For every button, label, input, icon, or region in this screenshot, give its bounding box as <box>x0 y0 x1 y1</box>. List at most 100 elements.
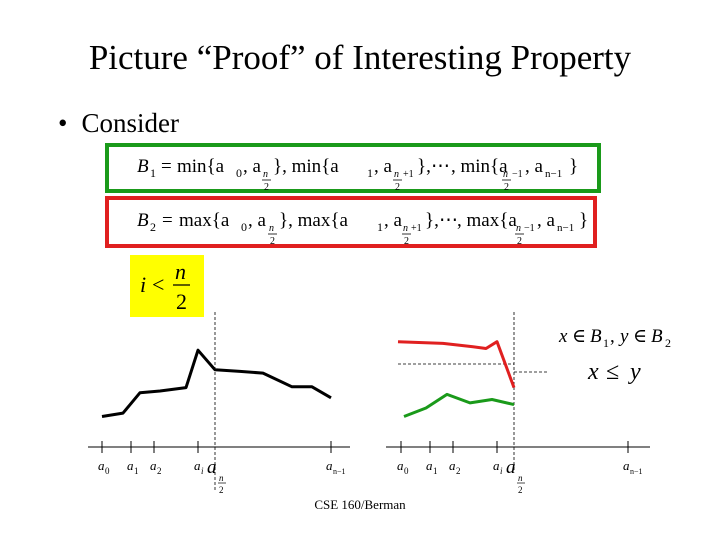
ineq-y: y <box>628 359 641 385</box>
rel-b1-sub: 1 <box>603 336 609 350</box>
b2-t5: }, max{a <box>279 210 348 231</box>
r-an1: a <box>623 458 630 473</box>
b1-t19: } <box>569 156 578 177</box>
cond-lhs: i <box>140 272 146 297</box>
b2-t10: +1 <box>411 223 422 234</box>
b2-t6: 1 <box>377 220 383 234</box>
rel-x: x <box>558 326 568 347</box>
b2-t3: n <box>269 223 274 234</box>
slide-title: Picture “Proof” of Interesting Property <box>88 38 632 77</box>
cond-den: 2 <box>176 289 187 314</box>
rel-b2-sub: 2 <box>665 336 671 350</box>
b1-lhs: B <box>137 156 149 177</box>
b2-t13: , max{a <box>457 210 517 231</box>
r-a1: a <box>426 458 433 473</box>
b2-lhs-sub: 2 <box>150 220 156 234</box>
rel-in-1: ∈ <box>572 326 586 347</box>
r-ahalf-num: n <box>518 473 523 483</box>
b2-t16: −1 <box>524 223 535 234</box>
l-a2-sub: 2 <box>157 466 162 476</box>
b2-t12: ⋯ <box>439 210 458 231</box>
b1-t10: +1 <box>403 169 414 180</box>
b1-t6: 1 <box>367 166 373 180</box>
b1-t4: 2 <box>264 182 269 193</box>
l-a1-sub: 1 <box>134 466 139 476</box>
r-an1-sub: n−1 <box>630 467 643 476</box>
formula-b1-box: B 1 = min{a 0 , a n 2 }, min{a 1 , a n 2… <box>105 143 601 193</box>
bullet-consider: • Consider <box>58 108 179 139</box>
b1-t13: , min{a <box>451 156 508 177</box>
b1-t3: n <box>263 169 268 180</box>
l-ahalf: a <box>207 457 217 478</box>
b1-lhs-sub: 1 <box>150 166 156 180</box>
r-ai: a <box>493 458 500 473</box>
r-a0-sub: 0 <box>404 466 409 476</box>
b2-t8: n <box>403 223 408 234</box>
formula-b2-box: B 2 = max{a 0 , a n 2 }, max{a 1 , a n 2… <box>105 196 597 248</box>
b1-t5: }, min{a <box>273 156 339 177</box>
b1-t11: }, <box>417 156 431 177</box>
b2-lhs: B <box>137 210 149 231</box>
b2-t4: 2 <box>270 236 275 247</box>
b1-t7: , a <box>374 156 393 177</box>
series-line-panel2-2 <box>403 392 515 418</box>
slide-footer: CSE 160/Berman <box>314 497 406 512</box>
r-ai-sub: i <box>500 466 503 476</box>
b1-t18: n−1 <box>545 168 562 180</box>
b1-t2: , a <box>243 156 262 177</box>
r-ahalf: a <box>506 457 516 478</box>
l-ai-sub: i <box>201 466 204 476</box>
b2-eq: = <box>162 210 173 231</box>
b2-t1: 0 <box>241 220 247 234</box>
l-a1: a <box>127 458 134 473</box>
rel-in-2: ∈ <box>633 326 647 347</box>
rel-b1: B <box>590 326 602 347</box>
rel-y: y <box>618 326 629 347</box>
b1-t12: ⋯ <box>431 156 450 177</box>
b1-eq: = <box>161 156 172 177</box>
graph-layer: a 0 a 1 a 2 a i a n 2 a n−1 a 0 a 1 a 2 … <box>88 312 671 495</box>
r-a2-sub: 2 <box>456 466 461 476</box>
b2-t2: , a <box>248 210 267 231</box>
b2-t15: 2 <box>517 236 522 247</box>
b1-t17: , a <box>525 156 544 177</box>
condition-formula: i < n 2 <box>140 259 190 314</box>
series-line-panel2-1 <box>397 340 516 389</box>
b1-t15: 2 <box>504 182 509 193</box>
formula-b1: B 1 = min{a 0 , a n 2 }, min{a 1 , a n 2… <box>137 156 578 193</box>
l-a2: a <box>150 458 157 473</box>
series-layer <box>101 340 516 418</box>
ineq-x: x <box>587 359 599 385</box>
l-ahalf-num: n <box>219 473 224 483</box>
l-an1: a <box>326 458 333 473</box>
r-ahalf-den: 2 <box>518 485 523 495</box>
b1-t16: −1 <box>512 169 523 180</box>
b2-t0: max{a <box>179 210 230 231</box>
l-ai: a <box>194 458 201 473</box>
b2-t14: n <box>516 223 521 234</box>
cond-op: < <box>152 272 164 297</box>
b1-t8: n <box>394 169 399 180</box>
b1-t1: 0 <box>236 166 242 180</box>
b2-t19: } <box>579 210 588 231</box>
b2-t7: , a <box>384 210 403 231</box>
b2-t11: }, <box>425 210 439 231</box>
bullet-dot-icon: • <box>58 108 68 138</box>
formula-b2: B 2 = max{a 0 , a n 2 }, max{a 1 , a n 2… <box>137 210 588 247</box>
l-an1-sub: n−1 <box>333 467 346 476</box>
rel-b2: B <box>651 326 663 347</box>
bullet-label: Consider <box>81 108 179 138</box>
l-a0-sub: 0 <box>105 466 110 476</box>
cond-num: n <box>175 259 186 284</box>
l-ahalf-den: 2 <box>219 485 224 495</box>
l-a0: a <box>98 458 105 473</box>
b2-t18: n−1 <box>557 222 574 234</box>
rel-comma: , <box>610 326 615 347</box>
b1-t9: 2 <box>395 182 400 193</box>
series-line-panel1-1 <box>101 348 332 418</box>
b2-t17: , a <box>537 210 556 231</box>
condition-box: i < n 2 <box>130 255 204 317</box>
r-a0: a <box>397 458 404 473</box>
b2-t9: 2 <box>404 236 409 247</box>
